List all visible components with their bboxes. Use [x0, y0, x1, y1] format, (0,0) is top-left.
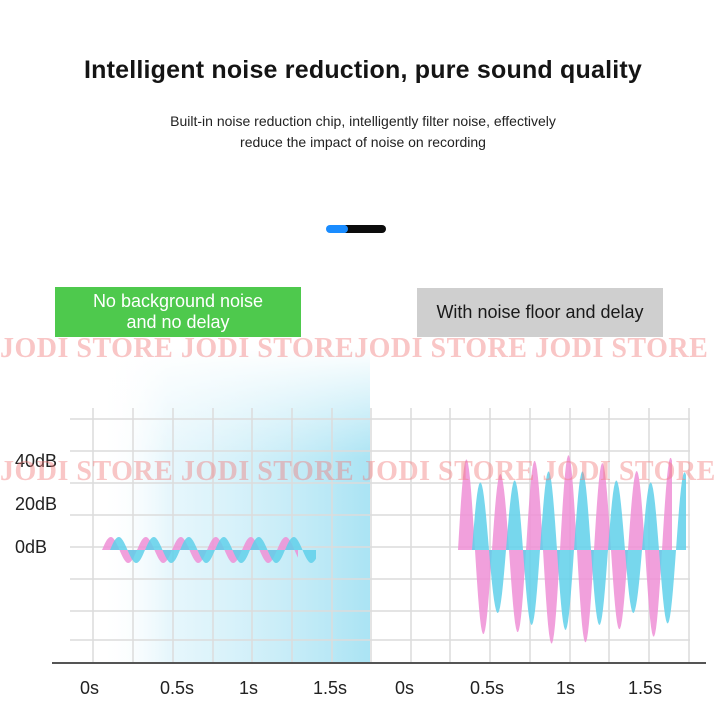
- x-axis-labels-left: 0s 0.5s 1s 1.5s: [80, 678, 347, 698]
- y-tick-label: 40dB: [15, 451, 57, 471]
- wave-cyan-right: [472, 471, 686, 630]
- waves-right: [458, 455, 686, 644]
- x-tick-label: 1s: [239, 678, 258, 698]
- watermark-row-1: JODI STORE JODI STOREJODI STORE JODI STO…: [0, 333, 709, 364]
- label-no-noise: No background noise and no delay: [55, 287, 301, 337]
- y-tick-label: 0dB: [15, 537, 47, 557]
- waves-left: [102, 537, 316, 563]
- watermark-row-2: JODI STORE JODI STORE JODI STORE JODI ST…: [0, 456, 716, 487]
- page-subtitle: Built-in noise reduction chip, intellige…: [0, 111, 726, 153]
- subtitle-line-2: reduce the impact of noise on recording: [240, 134, 486, 150]
- x-tick-label: 1s: [556, 678, 575, 698]
- x-tick-label: 0s: [80, 678, 99, 698]
- y-tick-label: 20dB: [15, 494, 57, 514]
- carousel-active-dot[interactable]: [326, 225, 348, 233]
- label-no-noise-line-1: No background noise: [92, 291, 264, 311]
- wave-cyan-left: [110, 537, 316, 563]
- carousel-track[interactable]: [342, 225, 386, 233]
- x-tick-label: 0.5s: [470, 678, 504, 698]
- label-no-noise-line-2: and no delay: [126, 312, 230, 332]
- label-with-noise: With noise floor and delay: [417, 288, 663, 337]
- highlight-fade: [100, 348, 370, 664]
- page-title: Intelligent noise reduction, pure sound …: [83, 56, 643, 84]
- wave-pink-right: [458, 455, 672, 644]
- x-axis-labels-right: 0s 0.5s 1s 1.5s: [395, 678, 662, 698]
- x-tick-label: 0s: [395, 678, 414, 698]
- y-axis-labels: 40dB 20dB 0dB: [15, 451, 57, 557]
- x-tick-label: 0.5s: [160, 678, 194, 698]
- label-with-noise-text: With noise floor and delay: [436, 302, 644, 322]
- subtitle-line-1: Built-in noise reduction chip, intellige…: [170, 113, 556, 129]
- carousel-indicator[interactable]: [326, 225, 386, 233]
- x-tick-label: 1.5s: [628, 678, 662, 698]
- x-tick-label: 1.5s: [313, 678, 347, 698]
